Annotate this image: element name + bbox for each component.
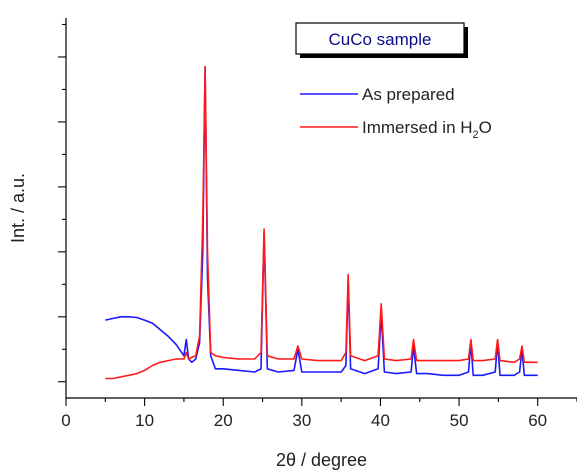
y-ticks [58, 23, 66, 383]
legend-label-immersed-sub: 2 [473, 129, 479, 141]
legend-label-immersed-end: O [479, 118, 492, 137]
inset-title-box: CuCo sample [295, 22, 468, 58]
y-axis-title: Int. / a.u. [8, 173, 28, 243]
x-axis-title: 2θ / degree [276, 450, 367, 470]
x-tick-label: 10 [135, 411, 154, 430]
legend-label-immersed: Immersed in H2O [362, 118, 492, 141]
x-tick-label: 20 [214, 411, 233, 430]
series-layer [105, 65, 538, 380]
x-tick-label: 60 [528, 411, 547, 430]
axes: 0 10 20 30 40 50 60 [58, 18, 577, 430]
legend-label-immersed-main: Immersed in H [362, 118, 473, 137]
series-line-as-prepared [105, 65, 538, 377]
x-tick-label: 40 [371, 411, 390, 430]
x-ticks: 0 10 20 30 40 50 60 [61, 398, 577, 430]
x-tick-label: 30 [292, 411, 311, 430]
inset-title: CuCo sample [329, 30, 432, 49]
series-line-immersed [105, 65, 538, 380]
legend: As prepared Immersed in H2O [300, 85, 492, 141]
legend-label-as-prepared: As prepared [362, 85, 455, 104]
x-tick-label: 0 [61, 411, 70, 430]
inset-box-frame [295, 22, 465, 55]
x-tick-label: 50 [450, 411, 469, 430]
